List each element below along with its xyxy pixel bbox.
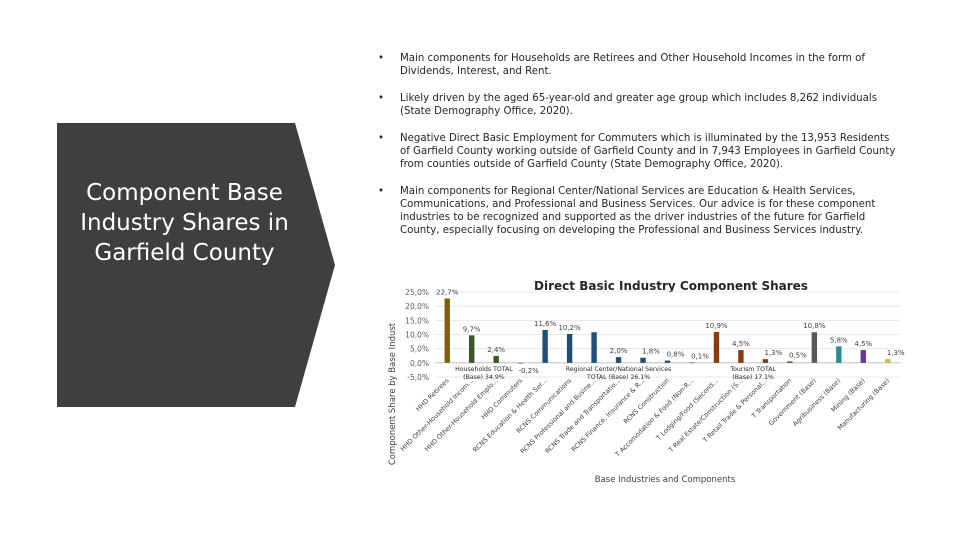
- data-label: 11,6%: [534, 320, 557, 328]
- y-tick-label: -5,0%: [407, 373, 429, 382]
- bar: [444, 298, 450, 363]
- data-label: 0,1%: [691, 353, 709, 361]
- bullet-item: • Negative Direct Basic Employment for Co…: [378, 132, 898, 171]
- data-label: 1,3%: [764, 349, 782, 357]
- bullet-text: Likely driven by the aged 65-year-old an…: [400, 93, 878, 117]
- data-label: -0,2%: [519, 367, 540, 375]
- bar: [738, 350, 744, 363]
- y-tick-label: 5,0%: [410, 345, 429, 354]
- title-chevron: [57, 123, 357, 407]
- bar: [591, 332, 597, 363]
- group-label: (Base) 17.1%: [732, 374, 774, 381]
- y-axis-label: Component Share by Base Indust: [388, 322, 398, 465]
- bullet-marker: •: [378, 53, 385, 64]
- slide-title: Component Base Industry Shares in Garfie…: [80, 180, 289, 266]
- data-label: 2,4%: [487, 346, 505, 354]
- group-label: TOTAL (Base) 26.1%: [586, 374, 650, 381]
- bullet-marker: •: [378, 133, 385, 144]
- group-label: Regional Center/National Services: [566, 366, 671, 373]
- y-tick-label: 25,0%: [405, 288, 429, 297]
- x-tick-label: RCNS Construction: [622, 377, 671, 426]
- bar: [811, 332, 818, 363]
- bar: [615, 357, 622, 363]
- chart-canvas: Direct Basic Industry Component Shares C…: [388, 279, 905, 485]
- bar: [493, 356, 499, 363]
- bullet-text: Main components for Households are Retir…: [400, 53, 865, 77]
- y-tick-label: 20,0%: [405, 302, 429, 311]
- data-label: 1,8%: [642, 348, 660, 356]
- y-tick-label: 15,0%: [405, 316, 429, 325]
- direct-basic-chart: Direct Basic Industry Component Shares C…: [385, 262, 905, 492]
- data-label: 1,3%: [887, 349, 905, 357]
- y-tick-label: 10,0%: [405, 331, 429, 340]
- bullet-item: • Likely driven by the aged 65-year-old a…: [378, 92, 898, 118]
- bar: [860, 350, 866, 363]
- bullet-list: • Main components for Households are Reti…: [378, 52, 898, 237]
- data-label: 5,8%: [830, 336, 848, 344]
- data-label: 9,7%: [463, 325, 481, 333]
- data-label: 4,5%: [732, 340, 750, 348]
- data-label: 10,8%: [803, 322, 826, 330]
- data-label: 10,2%: [558, 324, 581, 332]
- bar: [762, 359, 769, 363]
- data-label: 2,0%: [610, 347, 628, 355]
- data-label: 4,5%: [854, 340, 872, 348]
- bar: [469, 335, 475, 363]
- bar: [787, 361, 793, 363]
- bar: [664, 360, 671, 363]
- data-label: 22,7%: [436, 289, 459, 297]
- x-axis-label: Base Industries and Components: [595, 475, 736, 485]
- bullet-text: Negative Direct Basic Employment for Com…: [400, 133, 896, 170]
- group-label: Households TOTAL: [455, 366, 513, 373]
- chart-title: Direct Basic Industry Component Shares: [534, 279, 808, 293]
- bullet-marker: •: [378, 186, 385, 197]
- bar: [640, 357, 646, 363]
- group-label: Tourism TOTAL: [729, 366, 776, 373]
- bullet-marker: •: [378, 93, 385, 104]
- bullet-text: Main components for Regional Center/Nati…: [400, 186, 876, 236]
- bullet-item: • Main components for Regional Center/Nat…: [378, 185, 898, 237]
- bar: [566, 333, 573, 363]
- bar: [542, 329, 548, 363]
- data-label: 0,5%: [789, 351, 807, 359]
- group-label: (Base) 34.9%: [463, 374, 505, 381]
- bar: [836, 346, 842, 363]
- bar: [517, 362, 524, 364]
- y-tick-label: 0,0%: [410, 359, 429, 368]
- bar: [689, 362, 695, 364]
- bullet-item: • Main components for Households are Reti…: [378, 52, 898, 78]
- data-label: 10,9%: [705, 322, 728, 330]
- data-label: 0,8%: [667, 351, 685, 359]
- bar: [885, 359, 891, 363]
- bar: [713, 331, 720, 363]
